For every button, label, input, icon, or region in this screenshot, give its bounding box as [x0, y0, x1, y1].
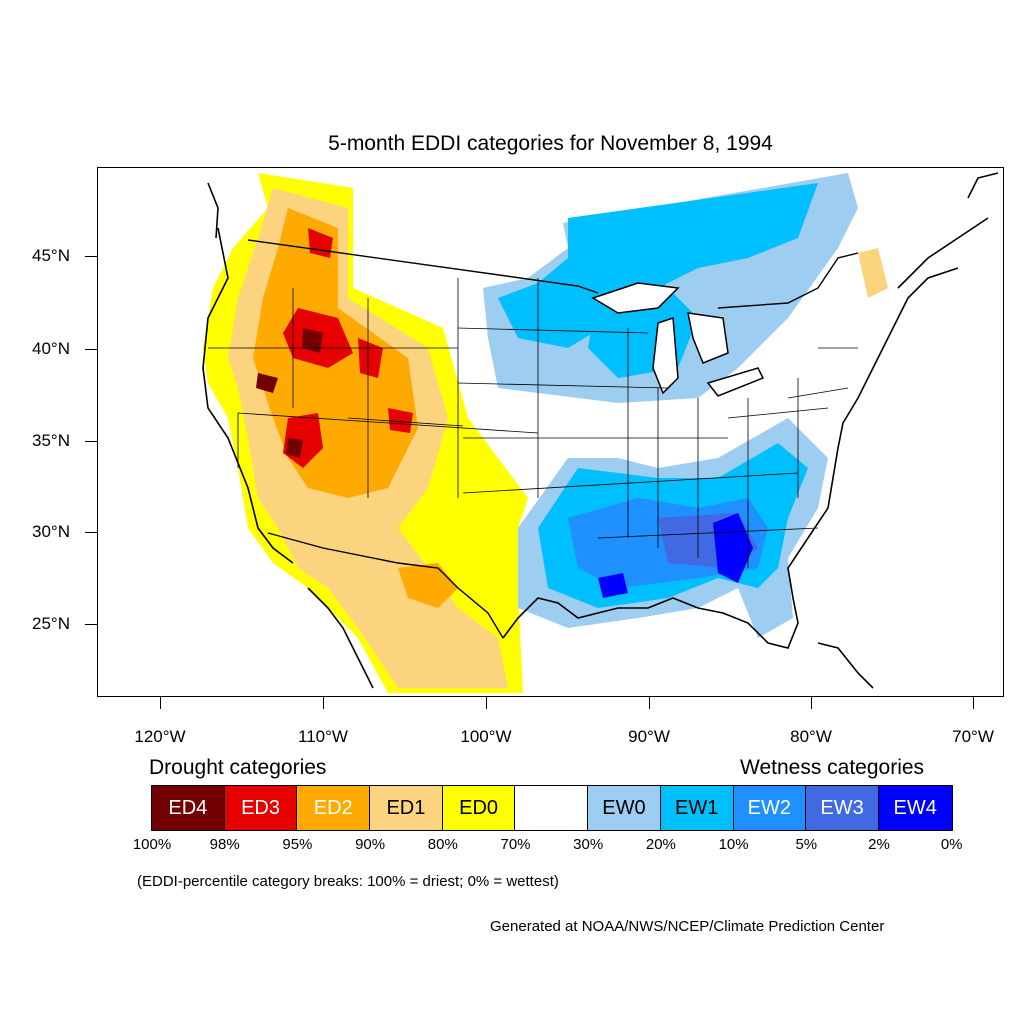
coastlines [202, 172, 999, 689]
state-lines [208, 278, 858, 568]
legend-break-label: 30% [573, 836, 604, 853]
legend-ew2: EW2 [733, 786, 807, 830]
lake-erie [706, 367, 765, 397]
region-ew1-north [498, 183, 818, 348]
category-note: (EDDI-percentile category breaks: 100% =… [137, 873, 559, 890]
lat-tick-25 [85, 624, 97, 625]
legend-break-label: 100% [132, 836, 172, 853]
legend-ed4: ED4 [152, 786, 225, 830]
region-ed3-d [388, 408, 413, 433]
legend-break-label: 20% [645, 836, 676, 853]
lon-tick-80 [811, 697, 812, 709]
us-canada-border [247, 239, 859, 309]
wetness-heading: Wetness categories [740, 756, 925, 779]
lat-label-35: 35°N [32, 431, 70, 450]
category-legend: ED4 ED3 ED2 ED1 ED0 EW0 EW1 EW2 EW3 EW4 [151, 785, 953, 831]
map-canvas [202, 172, 999, 693]
lon-tick-100 [486, 697, 487, 709]
legend-break-label: 0% [940, 836, 963, 853]
legend-ed1: ED1 [370, 786, 443, 830]
drought-heading: Drought categories [149, 756, 327, 779]
legend-break-label: 95% [282, 836, 313, 853]
legend-break-label: 98% [209, 836, 240, 853]
us-mexico-border [267, 532, 504, 639]
lon-label-80: 80°W [790, 727, 832, 746]
lon-label-110: 110°W [298, 727, 348, 746]
credit-line: Generated at NOAA/NWS/NCEP/Climate Predi… [490, 918, 885, 935]
region-ed0-maine [858, 248, 888, 298]
lat-tick-45 [85, 256, 97, 257]
legend-break-label: 70% [500, 836, 531, 853]
lat-label-40: 40°N [32, 339, 70, 358]
legend-ew1: EW1 [660, 786, 734, 830]
lat-tick-40 [85, 349, 97, 350]
region-ew4-la [598, 573, 628, 598]
legend-normal [515, 786, 589, 830]
legend-break-label: 10% [718, 836, 749, 853]
legend-ew3: EW3 [806, 786, 879, 830]
legend-break-label: 80% [427, 836, 458, 853]
lon-tick-90 [649, 697, 650, 709]
lat-label-45: 45°N [32, 246, 70, 265]
legend-ew4: EW4 [878, 786, 952, 830]
legend-break-label: 5% [795, 836, 818, 853]
region-ew4-ga [713, 513, 753, 583]
region-ed4-c [286, 438, 303, 458]
region-ed2-south [398, 563, 458, 608]
lon-tick-120 [160, 697, 161, 709]
lat-label-25: 25°N [32, 614, 70, 633]
legend-ed3: ED3 [224, 786, 298, 830]
lat-tick-35 [85, 441, 97, 442]
lon-tick-110 [323, 697, 324, 709]
legend-break-label: 90% [355, 836, 386, 853]
region-ed4-b [256, 373, 278, 393]
legend-ed0: ED0 [442, 786, 516, 830]
lake-michigan [652, 316, 679, 395]
lon-label-120: 120°W [134, 727, 186, 746]
lat-label-30: 30°N [32, 522, 70, 541]
lake-huron [687, 312, 729, 364]
lon-tick-70 [973, 697, 974, 709]
eddi-map [97, 167, 1004, 697]
lat-tick-30 [85, 532, 97, 533]
lon-label-70: 70°W [952, 727, 994, 746]
legend-break-label: 2% [868, 836, 890, 853]
lon-label-100: 100°W [460, 727, 512, 746]
lon-label-90: 90°W [628, 727, 670, 746]
legend-ew0: EW0 [588, 786, 661, 830]
region-ed4-a [302, 328, 323, 353]
legend-ed2: ED2 [297, 786, 371, 830]
lake-superior [591, 282, 680, 314]
map-title: 5-month EDDI categories for November 8, … [328, 132, 773, 155]
